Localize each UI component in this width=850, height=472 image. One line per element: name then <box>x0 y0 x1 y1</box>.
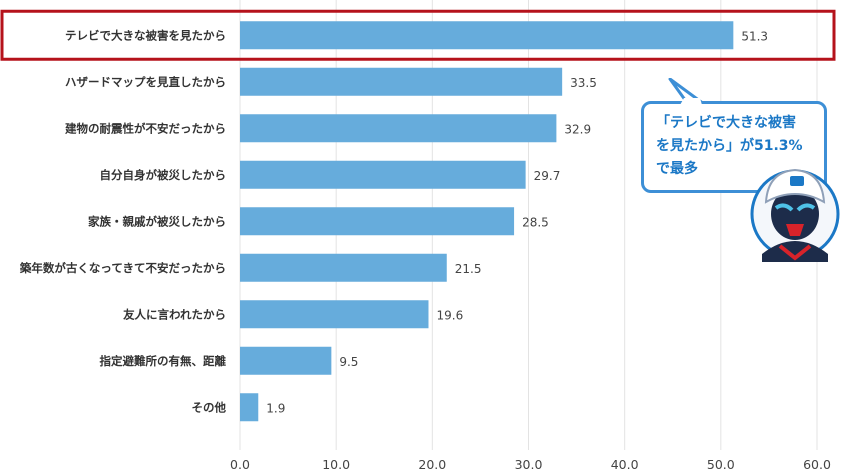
category-label: テレビで大きな被害を見たから <box>65 28 226 42</box>
callout-line: 「テレビで大きな被害 <box>656 115 796 131</box>
helmet-character-icon <box>750 168 840 262</box>
highlight-frame <box>0 9 836 61</box>
category-label: 自分自身が被災したから <box>100 168 227 182</box>
bar <box>240 300 429 329</box>
value-label: 1.9 <box>266 401 285 415</box>
category-label: 指定避難所の有無、距離 <box>100 354 227 368</box>
x-tick-label: 40.0 <box>611 457 639 472</box>
value-label: 9.5 <box>339 355 358 369</box>
x-tick-label: 20.0 <box>418 457 446 472</box>
x-tick-label: 10.0 <box>322 457 350 472</box>
bar <box>240 21 734 50</box>
callout-text: 「テレビで大きな被害 を見たから」が51.3% で最多 <box>656 112 821 181</box>
category-label: 建物の耐震性が不安だったから <box>65 121 226 135</box>
bar <box>240 253 447 282</box>
category-label: 友人に言われたから <box>123 307 226 321</box>
x-tick-label: 60.0 <box>803 457 831 472</box>
bar <box>240 207 515 236</box>
callout-line: で最多 <box>656 161 698 177</box>
value-labels: 51.3 33.5 32.9 29.7 28.5 21.5 19.6 9.5 1.9 <box>266 29 768 415</box>
category-label: 築年数が古くなってきて不安だったから <box>19 261 226 275</box>
value-label: 33.5 <box>570 76 597 90</box>
bar <box>240 67 563 96</box>
x-tick-label: 50.0 <box>707 457 735 472</box>
bar <box>240 346 332 375</box>
value-label: 21.5 <box>455 262 482 276</box>
value-label: 51.3 <box>741 29 768 43</box>
x-axis-ticks: 0.0 10.0 20.0 30.0 40.0 50.0 60.0 <box>230 457 831 472</box>
bar <box>240 393 259 422</box>
value-label: 19.6 <box>436 308 463 322</box>
bar <box>240 114 557 143</box>
x-tick-label: 30.0 <box>515 457 543 472</box>
value-label: 28.5 <box>522 215 549 229</box>
category-label: その他 <box>192 400 227 414</box>
value-label: 32.9 <box>564 122 591 136</box>
x-tick-label: 0.0 <box>230 457 250 472</box>
bar <box>240 160 526 189</box>
category-label: 家族・親戚が被災したから <box>88 214 226 228</box>
callout-line: を見たから」が51.3% <box>656 138 803 154</box>
bars <box>240 21 734 422</box>
category-label: ハザードマップを見直したから <box>65 75 226 89</box>
value-label: 29.7 <box>534 169 561 183</box>
category-labels: テレビで大きな被害を見たからハザードマップを見直したから建物の耐震性が不安だった… <box>19 28 227 414</box>
